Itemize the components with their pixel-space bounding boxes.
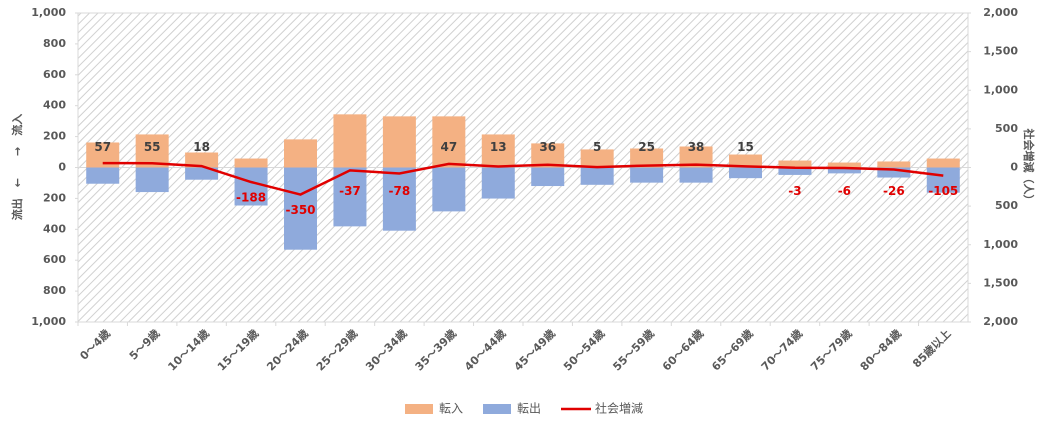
x-tick-label: 0～4歳: [77, 326, 113, 362]
y2-tick-label: 500: [995, 199, 1018, 212]
legend-swatch: [483, 404, 511, 414]
x-tick-label: 55～59歳: [610, 326, 657, 373]
data-label: 47: [440, 140, 457, 154]
data-label: 55: [144, 140, 161, 154]
x-tick-label: 5～9歳: [126, 326, 162, 362]
y2-tick-label: 0: [1010, 161, 1018, 174]
bar: [778, 167, 812, 175]
x-tick-label: 20～24歳: [264, 326, 311, 373]
bar: [382, 167, 416, 231]
data-label: 57: [94, 140, 111, 154]
bar: [333, 167, 367, 227]
bar: [481, 134, 515, 168]
x-tick-label: 45～49歳: [511, 326, 558, 373]
y2-tick-label: 2,000: [983, 6, 1018, 19]
bar: [284, 139, 317, 168]
legend-label: 転入: [439, 402, 463, 416]
x-tick-label: 80～84歳: [857, 326, 904, 373]
y2-tick-label: 1,000: [983, 83, 1018, 96]
y-tick-label: 200: [43, 130, 66, 143]
y-tick-label: 800: [43, 37, 66, 50]
line: [102, 161, 944, 196]
y2-tick-label: 1,500: [983, 276, 1018, 289]
data-label: 13: [490, 140, 507, 154]
y-axis-label: 流出 ← → 流入: [10, 114, 24, 220]
bar: [877, 167, 911, 178]
y-tick-label: 200: [43, 191, 66, 204]
bar: [729, 167, 762, 179]
x-tick-label: 85歳以上: [909, 326, 953, 370]
x-tick-label: 35～39歳: [412, 326, 459, 373]
x-tick-label: 10～14歳: [165, 326, 212, 373]
bar: [778, 160, 812, 168]
data-label: -3: [788, 184, 801, 198]
legend-label: 転出: [517, 402, 541, 416]
bar: [333, 114, 367, 168]
bar: [432, 167, 466, 212]
bar: [135, 167, 169, 193]
data-label: -37: [339, 184, 361, 198]
bar: [481, 167, 515, 199]
data-label: 38: [688, 140, 705, 154]
bar: [679, 146, 713, 168]
y2-tick-label: 500: [995, 122, 1018, 135]
x-tick-label: 40～44歳: [461, 326, 508, 373]
data-label: 18: [193, 140, 210, 154]
legend-swatch: [405, 404, 433, 414]
y-tick-label: 1,000: [31, 6, 66, 19]
data-label: -26: [883, 184, 905, 198]
bar: [185, 152, 219, 168]
data-label: 36: [539, 140, 556, 154]
bar: [382, 116, 416, 168]
y2-axis-label: 社会増減（人）: [1022, 128, 1036, 206]
x-tick-label: 15～19歳: [214, 326, 261, 373]
bar: [580, 149, 614, 168]
y-tick-label: 400: [43, 99, 66, 112]
bar: [827, 167, 861, 174]
bar: [86, 167, 120, 184]
data-label: -6: [838, 184, 851, 198]
bar: [580, 167, 614, 185]
bar: [432, 116, 466, 168]
bar: [926, 167, 960, 193]
bar: [284, 167, 317, 250]
y2-tick-label: 2,000: [983, 315, 1018, 328]
y-tick-label: 0: [58, 161, 66, 174]
data-label: 25: [638, 140, 655, 154]
y-tick-label: 600: [43, 253, 66, 266]
data-label: 15: [737, 140, 754, 154]
y-tick-label: 600: [43, 68, 66, 81]
data-label: -105: [928, 184, 958, 198]
bar: [827, 162, 861, 168]
x-tick-label: 75～79歳: [808, 326, 855, 373]
bar: [729, 154, 762, 168]
x-tick-label: 60～64歳: [659, 326, 706, 373]
bar: [926, 158, 960, 168]
x-tick-label: 30～34歳: [363, 326, 410, 373]
x-tick-label: 70～74歳: [758, 326, 805, 373]
y2-tick-label: 1,000: [983, 238, 1018, 251]
legend-label: 社会増減: [595, 401, 643, 416]
bar: [185, 167, 219, 180]
data-label: -78: [389, 184, 411, 198]
data-label: -188: [236, 191, 266, 205]
bar: [679, 167, 713, 183]
y-tick-label: 800: [43, 284, 66, 297]
bar: [630, 148, 664, 168]
data-label: -350: [285, 203, 315, 217]
x-tick-label: 50～54歳: [560, 326, 607, 373]
x-tick-label: 65～69歳: [709, 326, 756, 373]
bar: [630, 167, 664, 183]
bar: [234, 167, 268, 206]
data-label: 5: [593, 140, 601, 154]
bar: [234, 158, 268, 168]
y-tick-label: 1,000: [31, 315, 66, 328]
y-tick-label: 400: [43, 222, 66, 235]
bar: [877, 161, 911, 168]
bar: [531, 167, 565, 187]
y2-tick-label: 1,500: [983, 45, 1018, 58]
x-tick-label: 25～29歳: [313, 326, 360, 373]
